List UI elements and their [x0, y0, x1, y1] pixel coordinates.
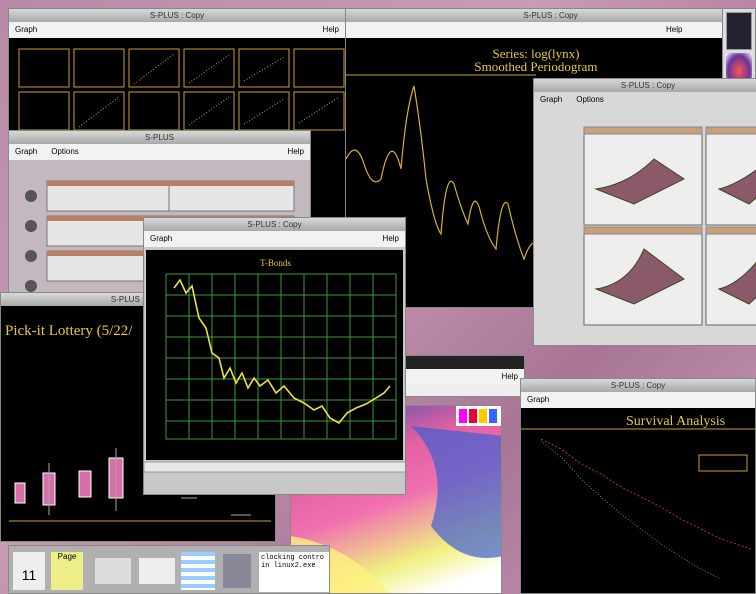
- title-bar: S-PLUS: [9, 131, 310, 144]
- survival-window: S-PLUS : Copy Graph Survival Analysis: [520, 378, 756, 594]
- menu-bar: Graph Options: [534, 92, 756, 108]
- calendar-icon[interactable]: 11: [13, 552, 45, 590]
- title-line: Smoothed Periodogram: [474, 59, 598, 74]
- menu-item[interactable]: Help: [287, 147, 304, 156]
- title-bar: S-PLUS : Copy: [534, 79, 756, 92]
- app-icon[interactable]: [726, 12, 752, 50]
- menu-item[interactable]: Graph: [15, 147, 38, 156]
- menu-item[interactable]: Graph: [540, 95, 563, 104]
- plot-title: T-Bonds: [260, 258, 291, 268]
- menu-bar: Graph Help: [9, 22, 345, 38]
- app-icon[interactable]: [181, 552, 215, 590]
- title-line: Series: log(lynx): [492, 46, 580, 61]
- app-icon[interactable]: [223, 554, 251, 588]
- console: clocking contro in linux2.exe: [259, 552, 329, 592]
- taskbar: 11 Page clocking contro in linux2.exe: [8, 545, 330, 594]
- lottery-plot: [9, 448, 271, 522]
- menu-bar: Graph Options Help: [9, 144, 310, 160]
- menu-bar: Help: [346, 22, 755, 38]
- menu-item[interactable]: Help: [382, 234, 399, 243]
- menu-item[interactable]: Help: [322, 25, 339, 34]
- app-icon[interactable]: [139, 558, 175, 584]
- small-window: Help: [405, 355, 525, 397]
- surface-plots: [583, 126, 756, 326]
- menu-item[interactable]: Options: [576, 95, 604, 104]
- menu-item[interactable]: Help: [501, 372, 518, 381]
- periodogram-plot: [346, 74, 537, 261]
- menu-bar: Graph: [521, 392, 755, 408]
- menu-bar: Graph Help: [144, 231, 405, 247]
- title-bar: S-PLUS : Copy: [9, 9, 345, 22]
- menu-item[interactable]: Help: [666, 25, 683, 34]
- plot-title: Series: log(lynx) Smoothed Periodogram: [446, 47, 626, 73]
- bonds-window: S-PLUS : Copy Graph Help T-Bonds: [143, 217, 406, 495]
- menu-item[interactable]: Graph: [15, 25, 38, 34]
- menu-item[interactable]: Graph: [527, 395, 550, 404]
- plot-title: Survival Analysis: [626, 414, 726, 429]
- plot-title: Pick-it Lottery (5/22/: [5, 323, 133, 339]
- survival-plot: [521, 428, 755, 580]
- pager-icon[interactable]: Page: [51, 552, 83, 590]
- title-bar: S-PLUS : Copy: [346, 9, 755, 22]
- title-bar: S-PLUS : Copy: [144, 218, 405, 231]
- bonds-plot: [144, 273, 405, 473]
- title-bar: S-PLUS : Copy: [521, 379, 755, 392]
- menu-item[interactable]: Options: [51, 147, 79, 156]
- surface-window: S-PLUS : Copy Graph Options: [533, 78, 756, 346]
- menu-bar: Help: [406, 369, 524, 385]
- app-icon[interactable]: [95, 558, 131, 584]
- menu-item[interactable]: Graph: [150, 234, 173, 243]
